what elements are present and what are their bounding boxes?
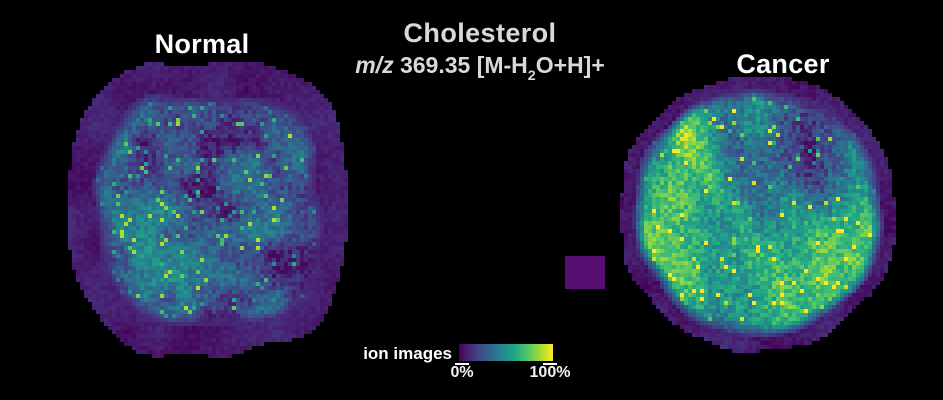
figure-title: Cholesterol	[403, 18, 557, 48]
mz-notation: m/z	[355, 52, 394, 78]
colorbar-label: ion images	[363, 344, 452, 363]
mass-value: 369.35 [M-H	[393, 52, 528, 78]
figure-title-block: Cholesterol m/z 369.35 [M-H2O+H]+	[310, 18, 650, 85]
colorbar-max-label: 100%	[529, 364, 571, 381]
adduct-suffix: O+H]+	[535, 52, 605, 78]
colorbar-tick-max	[543, 363, 557, 365]
figure-subtitle: m/z 369.35 [M-H2O+H]+	[310, 52, 650, 85]
ion-image-cancer	[616, 73, 900, 353]
panel-label-normal: Normal	[154, 29, 250, 59]
colorbar-tick-min	[455, 363, 469, 365]
panel-label-cancer: Cancer	[736, 49, 830, 79]
ion-image-normal	[64, 62, 354, 358]
intensity-reference-chip	[565, 256, 605, 289]
colorbar-gradient	[459, 344, 553, 361]
subscript-two: 2	[527, 68, 536, 85]
colorbar-min-label: 0%	[450, 364, 474, 381]
